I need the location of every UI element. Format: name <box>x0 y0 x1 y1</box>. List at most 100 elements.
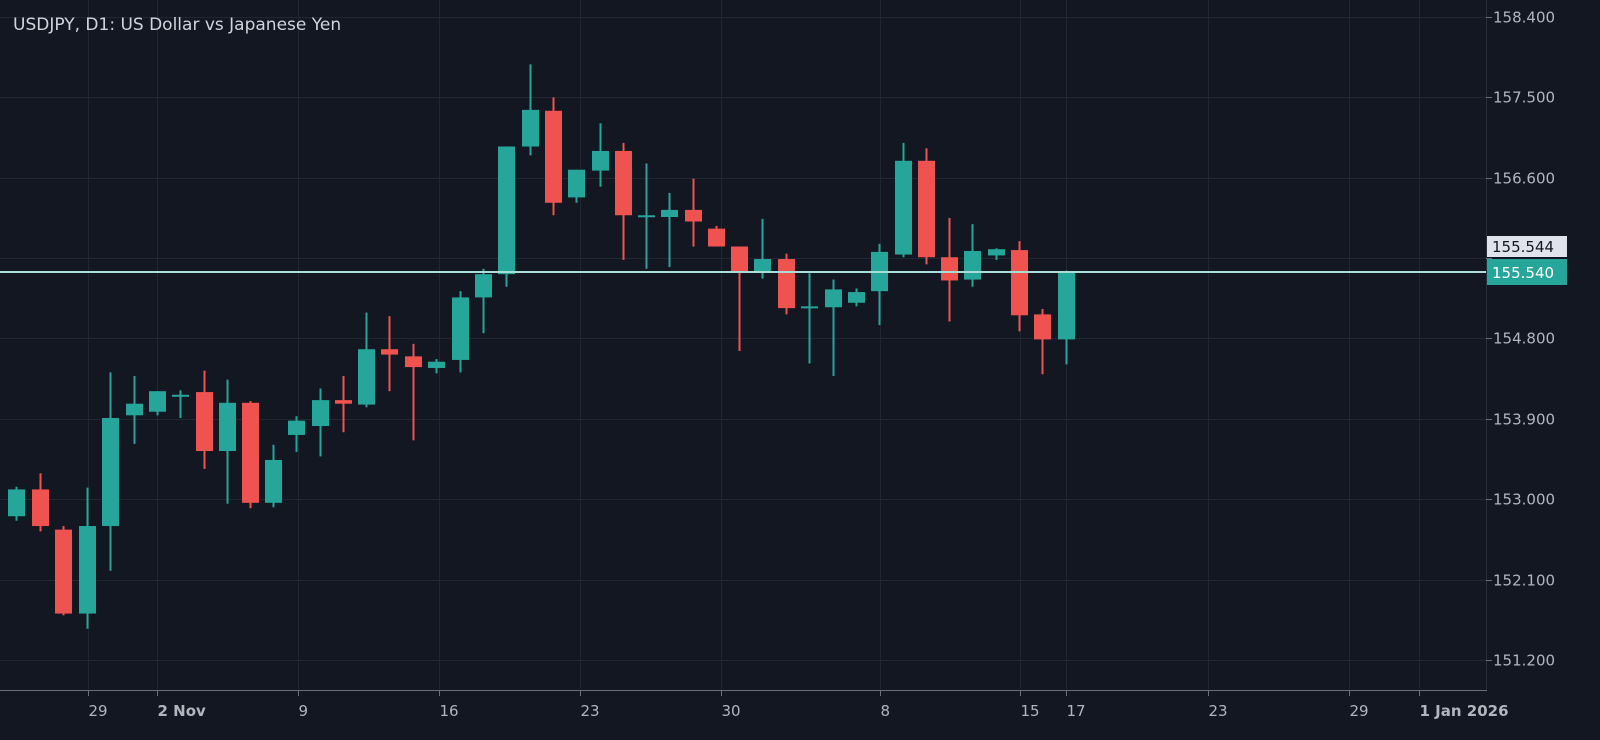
price-tick-label: 153.000 <box>1493 491 1555 509</box>
candle-body <box>475 274 492 298</box>
candle-body <box>918 160 935 258</box>
candle-body <box>149 391 166 412</box>
candle-up <box>149 391 166 416</box>
time-tick-label: 1 Jan 2026 <box>1420 702 1509 720</box>
price-tick-label: 154.800 <box>1493 330 1555 348</box>
candle-body <box>172 394 189 397</box>
candle-body <box>592 150 609 171</box>
candle-up <box>568 169 585 203</box>
candle-body <box>615 150 632 216</box>
candle-body <box>661 209 678 218</box>
candle-up <box>638 163 655 269</box>
candle-up <box>172 390 189 418</box>
candle-down <box>55 526 72 616</box>
candle-down <box>1034 309 1051 375</box>
candle-down <box>708 225 725 247</box>
candles <box>8 64 1075 629</box>
price-tick-label: 157.500 <box>1493 89 1555 107</box>
svg-text:155.540: 155.540 <box>1492 264 1554 282</box>
candle-up <box>988 248 1005 260</box>
candle-body <box>452 297 469 360</box>
candle-down <box>918 148 935 265</box>
candle-up <box>265 444 282 508</box>
candle-body <box>55 529 72 614</box>
time-tick-label: 29 <box>1350 702 1369 720</box>
price-tick-label: 158.400 <box>1493 9 1555 27</box>
candle-up <box>895 142 912 258</box>
candle-up <box>452 291 469 373</box>
candle-body <box>428 361 445 368</box>
candle-up <box>522 64 539 156</box>
price-tick-label: 152.100 <box>1493 572 1555 590</box>
price-axis[interactable]: 158.400 157.500 156.600 154.800 153.900 153.0… <box>1486 9 1555 670</box>
candle-down <box>381 316 398 392</box>
time-tick-label: 30 <box>722 702 741 720</box>
price-tick-label: 153.900 <box>1493 411 1555 429</box>
candle-down <box>405 343 422 441</box>
candle-up <box>592 123 609 187</box>
time-tick-label: 29 <box>89 702 108 720</box>
time-tick-label: 23 <box>581 702 600 720</box>
candle-body <box>498 146 515 275</box>
candle-down <box>32 473 49 532</box>
candle-up <box>661 192 678 268</box>
candle-body <box>522 109 539 147</box>
candle-down <box>941 217 958 322</box>
candle-up <box>288 416 305 452</box>
candle-body <box>358 349 375 405</box>
time-tick-label: 16 <box>440 702 459 720</box>
candle-up <box>102 372 119 571</box>
candle-up <box>312 388 329 457</box>
candle-body <box>731 246 748 272</box>
candle-body <box>1058 272 1075 340</box>
candle-body <box>801 306 818 309</box>
candle-up <box>358 312 375 408</box>
candle-down <box>731 246 748 352</box>
candle-body <box>1034 314 1051 340</box>
price-tick-label: 151.200 <box>1493 652 1555 670</box>
candle-body <box>941 257 958 281</box>
candle-up <box>8 486 25 521</box>
candle-body <box>196 392 213 452</box>
candle-body <box>825 289 842 308</box>
candle-body <box>8 489 25 517</box>
bid-price-label: 155.544 <box>1487 236 1567 257</box>
candle-body <box>335 400 352 404</box>
candle-up <box>825 279 842 377</box>
candle-body <box>895 160 912 255</box>
candle-down <box>1011 241 1028 332</box>
candle-down <box>685 178 702 247</box>
candle-body <box>638 215 655 218</box>
candle-body <box>381 349 398 355</box>
candle-body <box>1011 250 1028 316</box>
candle-up <box>475 268 492 334</box>
candle-down <box>615 142 632 260</box>
candle-body <box>545 110 562 203</box>
candle-up <box>498 146 515 287</box>
candle-body <box>405 356 422 368</box>
time-tick-label: 23 <box>1209 702 1228 720</box>
candle-up <box>754 218 771 279</box>
last-price-label: 155.540 <box>1487 259 1567 285</box>
time-axis[interactable]: 29 2 Nov 9 16 23 30 8 15 17 23 29 1 Jan 2026 <box>88 690 1509 720</box>
candle-down <box>335 376 352 433</box>
time-tick-label: 2 Nov <box>158 702 207 720</box>
candle-body <box>708 228 725 247</box>
candle-down <box>778 253 795 315</box>
candle-body <box>242 402 259 503</box>
candle-body <box>568 169 585 198</box>
candle-body <box>79 526 96 614</box>
candle-body <box>754 259 771 272</box>
candle-up <box>79 487 96 629</box>
time-tick-label: 8 <box>881 702 891 720</box>
candle-body <box>312 400 329 427</box>
candle-body <box>685 209 702 222</box>
candle-down <box>242 401 259 509</box>
candle-down <box>196 370 213 469</box>
candle-body <box>265 459 282 503</box>
candle-body <box>102 417 119 527</box>
svg-text:155.544: 155.544 <box>1492 238 1554 256</box>
candle-body <box>32 489 49 527</box>
